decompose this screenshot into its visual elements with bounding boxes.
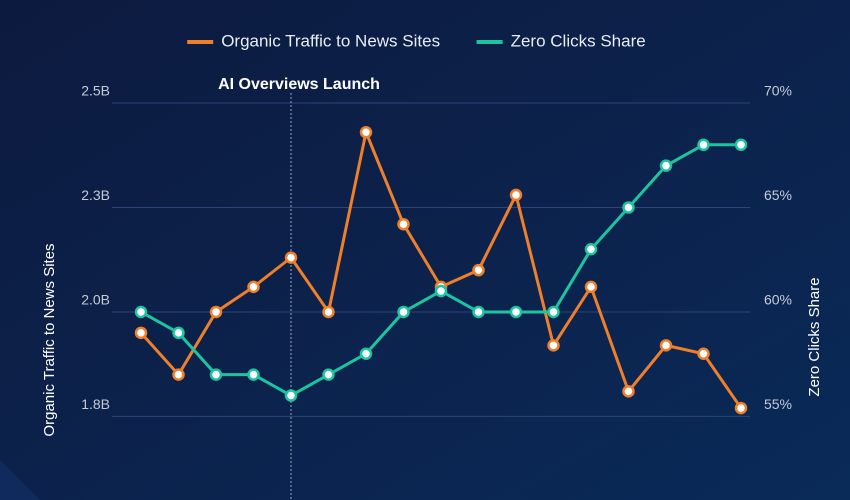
data-point <box>397 217 410 231</box>
data-point <box>472 263 485 277</box>
data-point <box>209 305 223 319</box>
data-point <box>247 368 260 381</box>
data-point <box>322 305 335 319</box>
legend-label: Organic Traffic to News Sites <box>221 31 440 50</box>
data-point <box>509 305 523 319</box>
data-point <box>547 339 560 352</box>
data-point <box>547 305 560 319</box>
data-point <box>209 368 223 381</box>
data-point <box>622 385 635 398</box>
data-point <box>397 305 410 319</box>
data-point <box>509 188 523 202</box>
y-tick-label: 1.8B <box>81 396 110 412</box>
data-point <box>472 305 485 319</box>
data-point <box>584 243 598 256</box>
data-point <box>247 280 260 294</box>
y-axis-label: Organic Traffic to News Sites <box>41 243 58 436</box>
data-point <box>322 368 335 381</box>
data-point <box>734 138 748 152</box>
data-point <box>584 280 598 294</box>
data-point <box>434 284 448 298</box>
y2-tick-label: 60% <box>764 292 792 308</box>
y-tick-label: 2.5B <box>81 83 110 99</box>
annotation-text: AI Overviews Launch <box>218 76 380 93</box>
y2-tick-label: 55% <box>764 396 792 412</box>
y2-tick-label: 65% <box>764 187 792 203</box>
data-point <box>284 389 298 402</box>
data-point <box>134 305 148 319</box>
data-point <box>134 326 148 340</box>
legend-label: Zero Clicks Share <box>511 31 646 50</box>
y2-tick-label: 70% <box>764 83 792 99</box>
data-point <box>284 251 298 264</box>
data-point <box>659 339 673 352</box>
data-point <box>697 347 710 360</box>
data-point <box>359 126 373 139</box>
y-tick-label: 2.3B <box>81 187 110 203</box>
data-point <box>734 401 748 415</box>
y2-axis-label: Zero Clicks Share <box>806 277 823 396</box>
data-point <box>172 368 185 381</box>
data-point <box>659 159 673 172</box>
data-point <box>622 201 635 214</box>
data-point <box>359 347 373 360</box>
data-point <box>172 326 185 340</box>
y-tick-label: 2.0B <box>81 292 110 308</box>
data-point <box>697 138 710 152</box>
corner-decoration <box>0 460 40 500</box>
